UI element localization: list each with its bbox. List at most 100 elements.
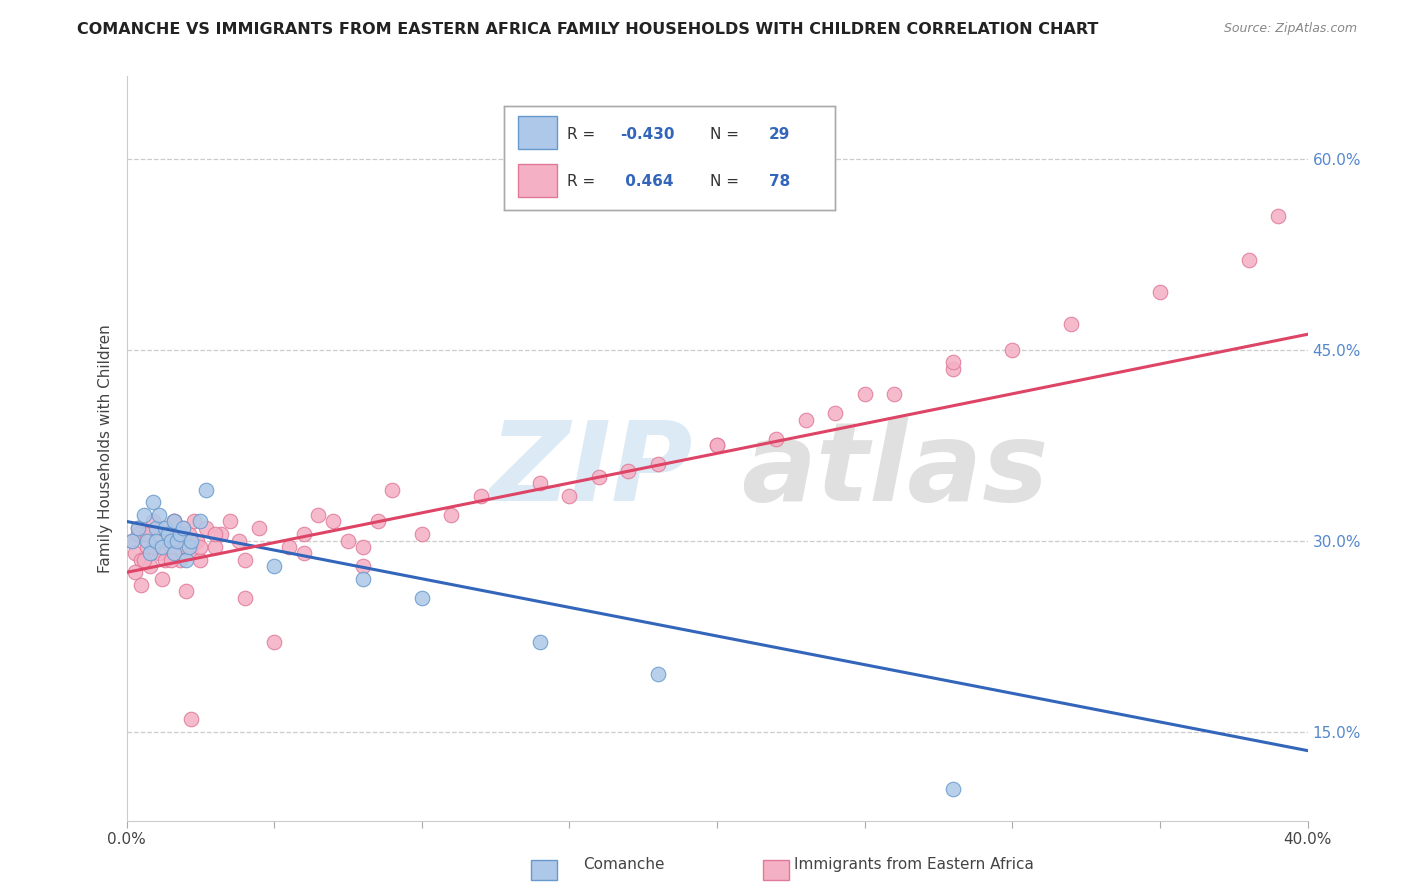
- Text: Immigrants from Eastern Africa: Immigrants from Eastern Africa: [794, 857, 1035, 872]
- Point: [134, 527, 156, 541]
- Point: [706, 438, 728, 452]
- Point: [352, 559, 374, 574]
- Point: [824, 406, 846, 420]
- Point: [136, 527, 159, 541]
- Point: [228, 533, 250, 548]
- Point: [209, 527, 232, 541]
- Point: [381, 483, 404, 497]
- Point: [142, 515, 165, 529]
- Point: [853, 387, 876, 401]
- Point: [529, 476, 551, 491]
- Point: [352, 572, 374, 586]
- Point: [180, 712, 202, 726]
- Point: [1237, 253, 1260, 268]
- Point: [292, 527, 315, 541]
- Point: [134, 508, 156, 522]
- Point: [195, 483, 218, 497]
- Point: [150, 572, 173, 586]
- Point: [150, 521, 173, 535]
- Point: [440, 508, 463, 522]
- Point: [153, 521, 176, 535]
- Point: [177, 527, 200, 541]
- Point: [174, 540, 197, 554]
- Point: [139, 546, 162, 560]
- Point: [169, 527, 191, 541]
- Point: [558, 489, 581, 503]
- Point: [139, 559, 162, 574]
- Point: [322, 515, 344, 529]
- Point: [588, 470, 610, 484]
- Point: [129, 552, 153, 566]
- Point: [163, 546, 186, 560]
- Point: [160, 533, 183, 548]
- Point: [337, 533, 360, 548]
- Point: [367, 515, 389, 529]
- Point: [183, 515, 205, 529]
- Point: [163, 515, 186, 529]
- Point: [148, 546, 170, 560]
- Point: [177, 540, 200, 554]
- Point: [145, 521, 167, 535]
- Point: [219, 515, 242, 529]
- Point: [263, 635, 285, 649]
- Point: [233, 552, 256, 566]
- Point: [186, 533, 208, 548]
- Point: [249, 521, 271, 535]
- Point: [127, 521, 149, 535]
- Point: [233, 591, 256, 605]
- Point: [180, 533, 202, 548]
- Point: [188, 540, 212, 554]
- Point: [127, 527, 149, 541]
- Point: [150, 540, 173, 554]
- Point: [124, 546, 146, 560]
- Point: [156, 527, 179, 541]
- Text: Source: ZipAtlas.com: Source: ZipAtlas.com: [1223, 22, 1357, 36]
- Point: [263, 559, 285, 574]
- Point: [129, 578, 153, 592]
- Point: [180, 546, 202, 560]
- Point: [160, 540, 183, 554]
- Point: [706, 438, 728, 452]
- Point: [195, 521, 218, 535]
- Text: atlas: atlas: [741, 417, 1047, 524]
- Point: [617, 463, 640, 477]
- Point: [1060, 317, 1083, 331]
- Point: [942, 361, 965, 376]
- Point: [172, 521, 194, 535]
- Point: [169, 552, 191, 566]
- Point: [352, 540, 374, 554]
- Text: COMANCHE VS IMMIGRANTS FROM EASTERN AFRICA FAMILY HOUSEHOLDS WITH CHILDREN CORRE: COMANCHE VS IMMIGRANTS FROM EASTERN AFRI…: [77, 22, 1098, 37]
- Point: [411, 591, 433, 605]
- Point: [1001, 343, 1024, 357]
- Text: ZIP: ZIP: [489, 417, 693, 524]
- Point: [188, 515, 212, 529]
- Text: Comanche: Comanche: [583, 857, 665, 872]
- Point: [142, 540, 165, 554]
- Point: [145, 533, 167, 548]
- Point: [136, 533, 159, 548]
- Point: [136, 540, 159, 554]
- Y-axis label: Family Households with Children: Family Households with Children: [97, 324, 112, 573]
- Point: [411, 527, 433, 541]
- Point: [647, 457, 669, 471]
- Point: [1267, 209, 1289, 223]
- Point: [470, 489, 492, 503]
- Point: [529, 635, 551, 649]
- Point: [794, 412, 817, 426]
- Point: [172, 521, 194, 535]
- Point: [121, 533, 143, 548]
- Point: [166, 533, 188, 548]
- Point: [142, 495, 165, 509]
- Point: [765, 432, 787, 446]
- Point: [134, 552, 156, 566]
- Point: [883, 387, 905, 401]
- Point: [121, 533, 143, 548]
- Point: [163, 515, 186, 529]
- Point: [166, 533, 188, 548]
- Point: [204, 540, 226, 554]
- Point: [148, 508, 170, 522]
- Point: [174, 584, 197, 599]
- Point: [153, 552, 176, 566]
- Point: [308, 508, 330, 522]
- Point: [942, 355, 965, 369]
